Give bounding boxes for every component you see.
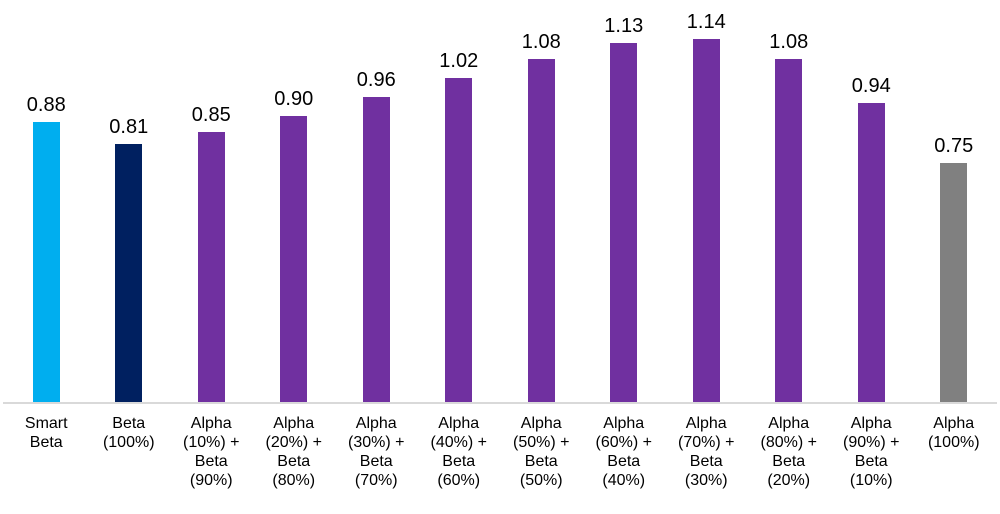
x-axis-category-label: Smart Beta <box>24 415 68 451</box>
bar-column: 0.81 <box>88 0 171 402</box>
bar-column: 0.96 <box>335 0 418 402</box>
x-axis-category-label: Alpha (90%) + Beta (10%) <box>843 415 900 489</box>
bar-column: 0.94 <box>830 0 913 402</box>
x-axis-category-label: Alpha (100%) <box>927 415 980 451</box>
bar-value-label: 1.08 <box>769 31 809 53</box>
bar-value-label: 1.02 <box>439 50 479 72</box>
bar <box>692 39 720 402</box>
bar <box>280 116 308 402</box>
bar-column: 1.08 <box>500 0 583 402</box>
x-axis-category-label: Alpha (10%) + Beta (90%) <box>183 415 240 489</box>
bar-column: 1.13 <box>583 0 666 402</box>
bar-column: 1.14 <box>665 0 748 402</box>
bar-column: 0.75 <box>913 0 996 402</box>
x-axis-category-label: Beta (100%) <box>102 415 155 451</box>
bar-column: 1.02 <box>418 0 501 402</box>
x-axis-category-label: Alpha (80%) + Beta (20%) <box>760 415 817 489</box>
bar <box>940 163 968 402</box>
x-axis-category-label: Alpha (30%) + Beta (70%) <box>348 415 405 489</box>
bar-value-label: 1.08 <box>521 31 561 53</box>
bar-column: 0.90 <box>253 0 336 402</box>
bar <box>527 59 555 402</box>
bar <box>32 122 60 402</box>
bar-value-label: 0.75 <box>934 135 974 157</box>
bar-column: 0.85 <box>170 0 253 402</box>
bar-value-label: 0.81 <box>109 116 149 138</box>
x-axis-category-label: Alpha (50%) + Beta (50%) <box>513 415 570 489</box>
bar-value-label: 0.94 <box>851 75 891 97</box>
x-axis-category-label: Alpha (40%) + Beta (60%) <box>430 415 487 489</box>
x-axis-category-label: Alpha (20%) + Beta (80%) <box>265 415 322 489</box>
bar <box>197 132 225 402</box>
bar <box>362 97 390 402</box>
plot-area: 0.88 0.81 0.85 0.90 0.96 1.02 1.08 1.13 1.14 1.08… <box>5 0 995 402</box>
bar-value-label: 0.88 <box>26 94 66 116</box>
bar-value-label: 0.90 <box>274 88 314 110</box>
bar <box>775 59 803 402</box>
bar-value-label: 1.13 <box>604 15 644 37</box>
x-axis-category-label: Alpha (70%) + Beta (30%) <box>678 415 735 489</box>
x-axis-labels: Smart Beta Beta (100%) Alpha (10%) + Beta … <box>5 414 995 490</box>
x-axis-category-label: Alpha (60%) + Beta (40%) <box>595 415 652 489</box>
x-axis-line <box>3 402 997 404</box>
bar <box>445 78 473 402</box>
bar <box>115 144 143 402</box>
bar <box>857 103 885 402</box>
bar-value-label: 0.96 <box>356 69 396 91</box>
bar-column: 0.88 <box>5 0 88 402</box>
bar-value-label: 1.14 <box>686 11 726 33</box>
bar-column: 1.08 <box>748 0 831 402</box>
bar <box>610 43 638 402</box>
bar-value-label: 0.85 <box>191 104 231 126</box>
